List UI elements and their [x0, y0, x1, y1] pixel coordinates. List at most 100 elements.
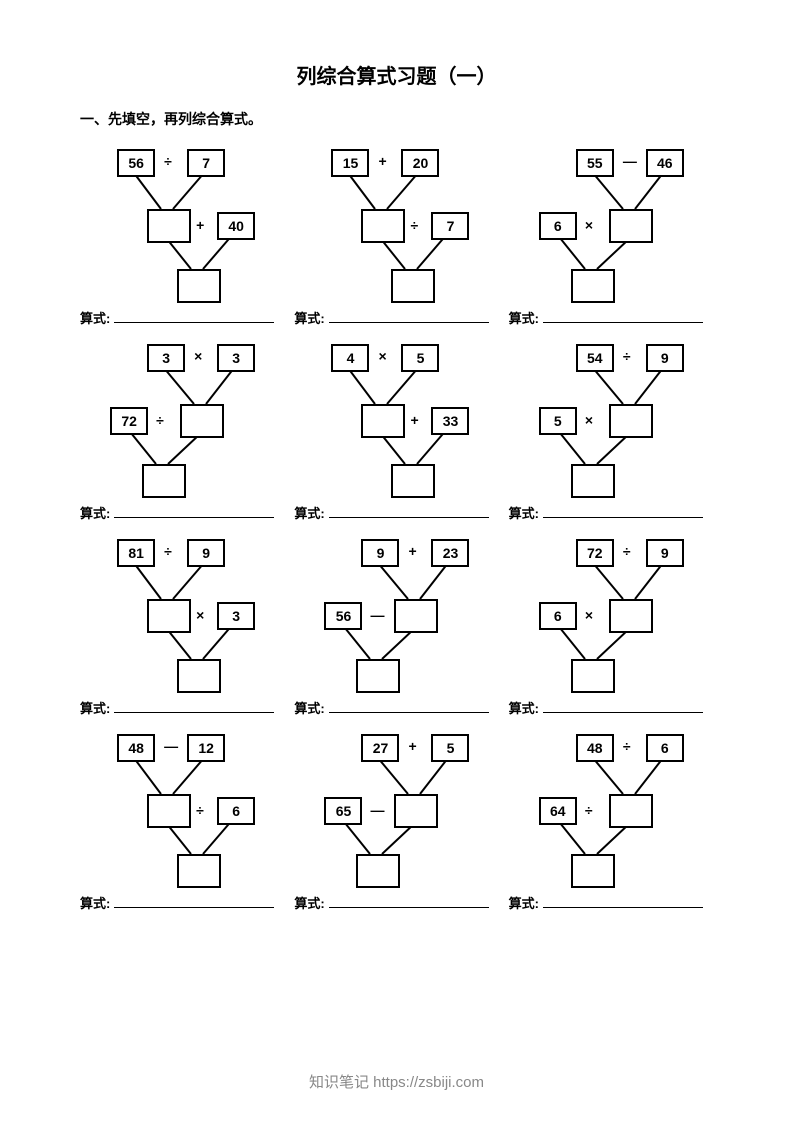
answer-blank[interactable]: [329, 308, 489, 323]
problem-diagram: 729÷6×: [521, 534, 701, 694]
operator: ×: [194, 348, 202, 364]
operand-box: 12: [187, 734, 225, 762]
problem-diagram: 27 5 +65 —: [306, 729, 486, 889]
operand-box: 15: [331, 149, 369, 177]
problem-diagram: 45×33+: [306, 339, 486, 499]
operator: ÷: [623, 348, 631, 364]
answer-label: 算式:: [294, 308, 324, 327]
operand-box: 7: [431, 212, 469, 240]
operand-box: 72: [110, 407, 148, 435]
operator: ÷: [623, 738, 631, 754]
result-box: [391, 269, 435, 303]
operand-box: 9: [187, 539, 225, 567]
result-box: [571, 464, 615, 498]
operator: ×: [585, 217, 593, 233]
result-box: [147, 794, 191, 828]
result-box: [391, 464, 435, 498]
operator: ×: [378, 348, 386, 364]
operator: +: [408, 738, 416, 754]
answer-row: 算式:: [294, 893, 498, 912]
result-box: [361, 209, 405, 243]
answer-blank[interactable]: [329, 893, 489, 908]
operand-box: 6: [539, 212, 577, 240]
result-box: [571, 854, 615, 888]
answer-row: 算式:: [294, 698, 498, 717]
operator: +: [378, 153, 386, 169]
problem-diagram: 486÷64÷: [521, 729, 701, 889]
answer-blank[interactable]: [114, 503, 274, 518]
answer-row: 算式:: [509, 308, 713, 327]
operator: +: [410, 412, 418, 428]
answer-label: 算式:: [509, 698, 539, 717]
answer-row: 算式:: [80, 893, 284, 912]
operand-box: 23: [431, 539, 469, 567]
answer-label: 算式:: [80, 698, 110, 717]
operator: —: [623, 153, 637, 169]
result-box: [571, 659, 615, 693]
operand-box: 5: [539, 407, 577, 435]
operator: —: [370, 802, 384, 818]
result-box: [356, 854, 400, 888]
answer-blank[interactable]: [543, 698, 703, 713]
result-box: [142, 464, 186, 498]
operator: ÷: [164, 543, 172, 559]
operator: ÷: [196, 802, 204, 818]
answer-label: 算式:: [80, 893, 110, 912]
answer-blank[interactable]: [329, 698, 489, 713]
answer-blank[interactable]: [543, 893, 703, 908]
answer-row: 算式:: [80, 503, 284, 522]
problem-cell: 55 46 — 6 × 算式:: [509, 144, 713, 339]
operator: ×: [585, 607, 593, 623]
answer-label: 算式:: [509, 893, 539, 912]
operand-box: 5: [401, 344, 439, 372]
answer-label: 算式:: [294, 893, 324, 912]
operator: —: [164, 738, 178, 754]
operand-box: 6: [217, 797, 255, 825]
operand-box: 46: [646, 149, 684, 177]
operand-box: 4: [331, 344, 369, 372]
answer-row: 算式:: [294, 308, 498, 327]
result-box: [394, 599, 438, 633]
problem-diagram: 549÷5×: [521, 339, 701, 499]
answer-blank[interactable]: [114, 308, 274, 323]
answer-blank[interactable]: [114, 893, 274, 908]
answer-blank[interactable]: [543, 308, 703, 323]
operator: ÷: [585, 802, 593, 818]
answer-blank[interactable]: [114, 698, 274, 713]
operand-box: 40: [217, 212, 255, 240]
problem-diagram: 48 12 — 6 ÷: [92, 729, 272, 889]
operator: ×: [585, 412, 593, 428]
operand-box: 55: [576, 149, 614, 177]
result-box: [177, 854, 221, 888]
instruction-text: 一、先填空，再列综合算式。: [80, 109, 713, 129]
answer-blank[interactable]: [329, 503, 489, 518]
operand-box: 5: [431, 734, 469, 762]
result-box: [571, 269, 615, 303]
operand-box: 3: [147, 344, 185, 372]
operand-box: 48: [576, 734, 614, 762]
answer-label: 算式:: [294, 698, 324, 717]
problem-cell: 1520+7÷算式:: [294, 144, 498, 339]
answer-row: 算式:: [80, 308, 284, 327]
result-box: [147, 599, 191, 633]
problem-diagram: 55 46 — 6 ×: [521, 144, 701, 304]
operand-box: 65: [324, 797, 362, 825]
operator: ÷: [410, 217, 418, 233]
problem-cell: 923+56—算式:: [294, 534, 498, 729]
problem-diagram: 1520+7÷: [306, 144, 486, 304]
problem-diagram: 33×72÷: [92, 339, 272, 499]
problem-diagram: 567÷40+: [92, 144, 272, 304]
result-box: [609, 794, 653, 828]
operator: —: [370, 607, 384, 623]
answer-label: 算式:: [509, 503, 539, 522]
operand-box: 48: [117, 734, 155, 762]
result-box: [394, 794, 438, 828]
operand-box: 81: [117, 539, 155, 567]
operator: ÷: [623, 543, 631, 559]
answer-blank[interactable]: [543, 503, 703, 518]
operand-box: 27: [361, 734, 399, 762]
operand-box: 7: [187, 149, 225, 177]
answer-label: 算式:: [80, 308, 110, 327]
problem-cell: 48 12 — 6 ÷ 算式:: [80, 729, 284, 924]
result-box: [356, 659, 400, 693]
